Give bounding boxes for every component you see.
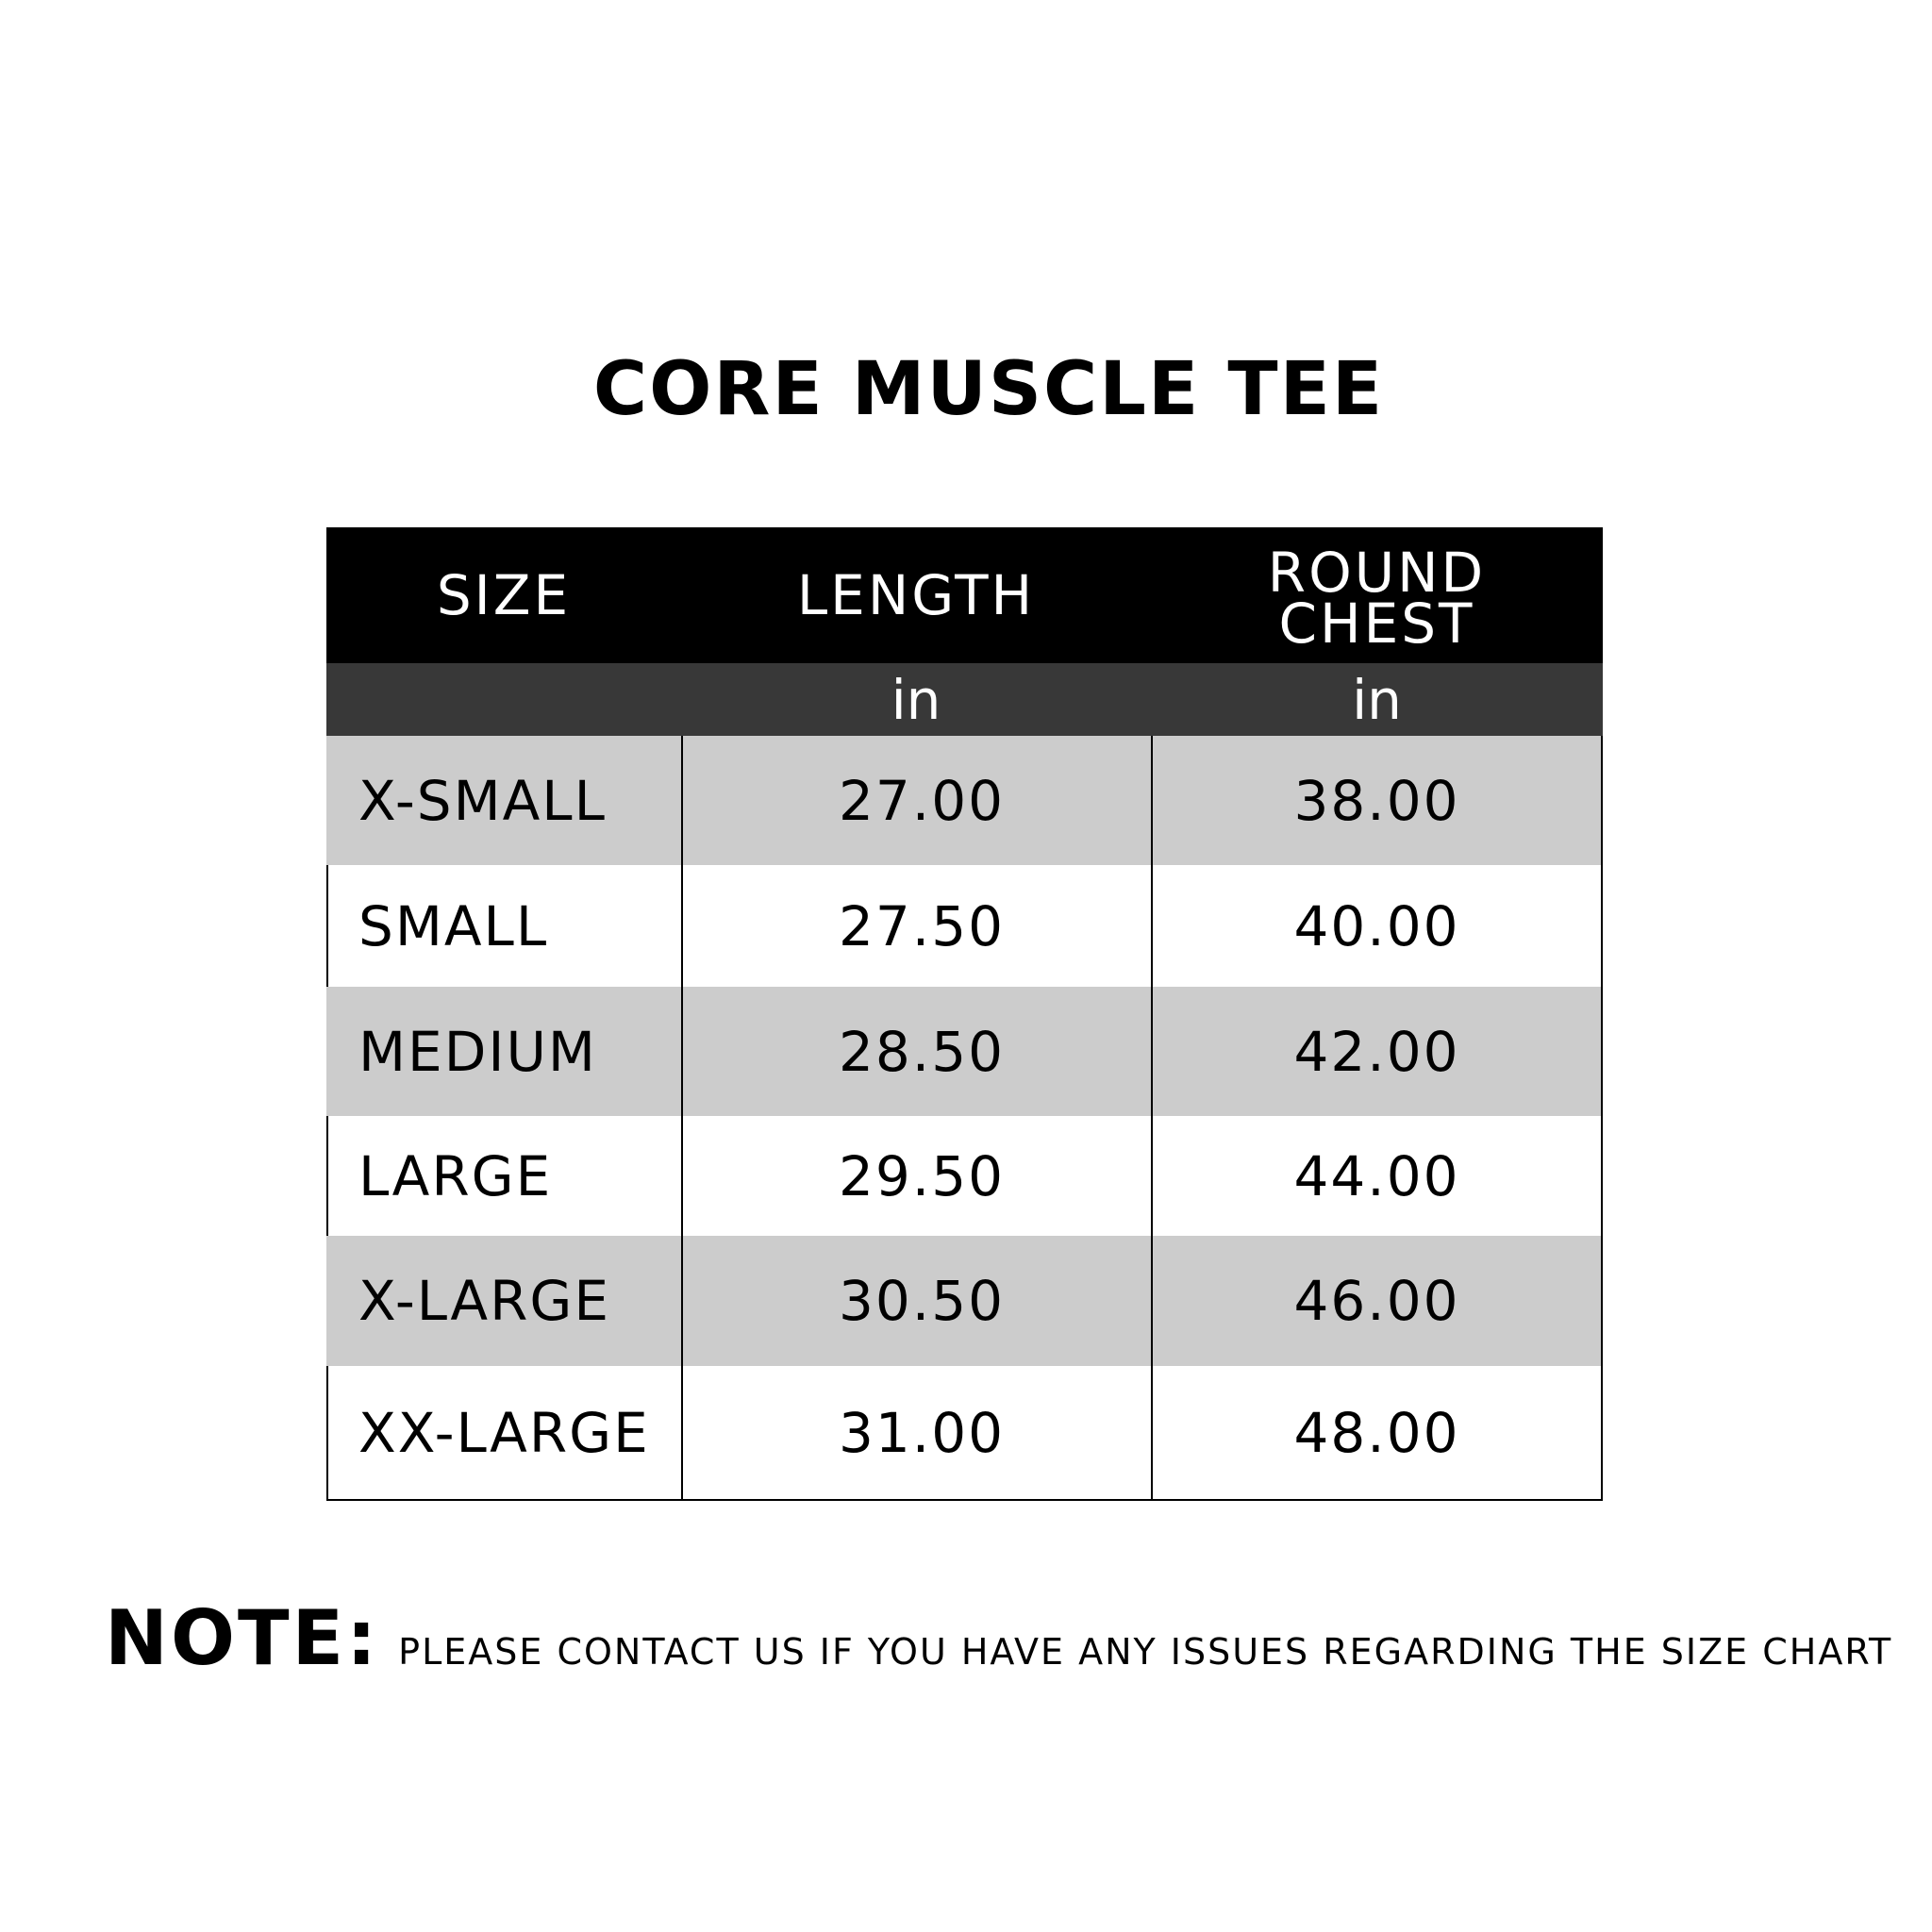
note-label: NOTE: <box>105 1594 380 1682</box>
table-row: X-SMALL 27.00 38.00 <box>326 736 1603 865</box>
chest-cell: 40.00 <box>1151 865 1601 987</box>
chest-cell: 42.00 <box>1151 987 1601 1116</box>
header-length: LENGTH <box>796 563 1036 627</box>
size-cell: MEDIUM <box>358 1019 597 1084</box>
note: NOTE: PLEASE CONTACT US IF YOU HAVE ANY … <box>105 1594 1892 1682</box>
size-cell: XX-LARGE <box>358 1400 650 1465</box>
length-cell: 28.50 <box>681 987 1151 1116</box>
size-cell: LARGE <box>358 1143 553 1208</box>
size-cell: X-SMALL <box>358 768 607 833</box>
chest-cell: 44.00 <box>1151 1116 1601 1236</box>
length-cell: 27.00 <box>681 736 1151 865</box>
unit-length: in <box>891 667 941 732</box>
header-size: SIZE <box>436 563 572 627</box>
size-cell: X-LARGE <box>358 1269 610 1333</box>
table-header: SIZE LENGTH ROUND CHEST <box>326 527 1603 663</box>
unit-chest: in <box>1352 667 1402 732</box>
length-cell: 30.50 <box>681 1236 1151 1366</box>
page-title: CORE MUSCLE TEE <box>592 347 1385 432</box>
length-cell: 29.50 <box>681 1116 1151 1236</box>
table-row: SMALL 27.50 40.00 <box>326 865 1603 987</box>
chest-cell: 48.00 <box>1151 1366 1601 1499</box>
unit-row: in in <box>326 663 1603 736</box>
unit-size <box>326 663 681 736</box>
chest-cell: 46.00 <box>1151 1236 1601 1366</box>
size-cell: SMALL <box>358 893 549 958</box>
note-text: PLEASE CONTACT US IF YOU HAVE ANY ISSUES… <box>398 1631 1893 1673</box>
header-round-chest: ROUND CHEST <box>1267 541 1487 656</box>
table-row: LARGE 29.50 44.00 <box>326 1116 1603 1236</box>
chest-cell: 38.00 <box>1151 736 1601 865</box>
length-cell: 27.50 <box>681 865 1151 987</box>
length-cell: 31.00 <box>681 1366 1151 1499</box>
table-row: MEDIUM 28.50 42.00 <box>326 987 1603 1116</box>
table-row: X-LARGE 30.50 46.00 <box>326 1236 1603 1366</box>
table-row: XX-LARGE 31.00 48.00 <box>326 1366 1603 1501</box>
size-chart-table: SIZE LENGTH ROUND CHEST in in X-SMALL 27… <box>326 527 1603 1501</box>
